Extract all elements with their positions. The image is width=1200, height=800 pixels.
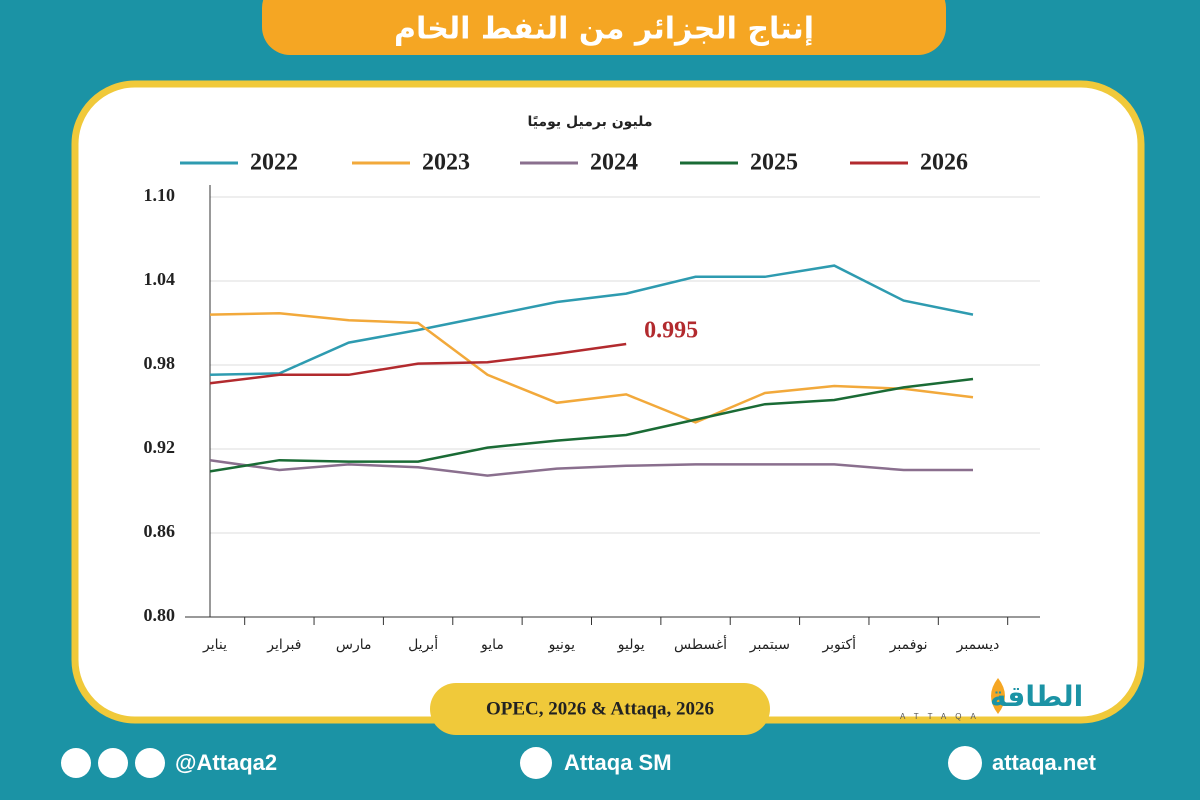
- chart-title: إنتاج الجزائر من النفط الخام: [394, 12, 814, 47]
- legend-label: 2025: [750, 150, 798, 176]
- logo-drop: [991, 678, 1005, 714]
- x-tick-label: فبراير: [266, 637, 301, 653]
- y-tick-label: 1.10: [144, 185, 176, 205]
- x-tick-label: أكتوبر: [821, 635, 856, 653]
- series-line: [209, 458, 973, 477]
- x-tick-label: يوليو: [617, 637, 645, 653]
- legend-label: 2022: [250, 150, 298, 176]
- chart-panel: [71, 80, 1145, 724]
- logo-latin: ATTAQA: [900, 712, 985, 721]
- series-line: [209, 377, 974, 473]
- series-line: [209, 264, 974, 377]
- source: OPEC, 2026 & Attaqa, 2026: [486, 698, 714, 719]
- social-handle: @Attaqa2: [175, 750, 277, 775]
- plot: 1.10 1.04 0.98 0.92 0.86 0.80 يناير فبراير مارس أ…: [144, 150, 1040, 653]
- y-tick-label: 1.04: [144, 269, 176, 289]
- x-icon: [61, 748, 91, 778]
- series-line: [209, 342, 627, 385]
- title-banner: [262, 0, 946, 55]
- x-tick-label: يونيو: [548, 637, 576, 653]
- x-tick-label: مايو: [480, 637, 504, 653]
- series-line: [209, 311, 974, 424]
- youtube-icon: [520, 747, 552, 779]
- legend-label: 2024: [590, 150, 638, 176]
- legend-label: 2026: [920, 150, 968, 176]
- x-tick-label: أبريل: [408, 635, 438, 653]
- y-tick-label: 0.98: [144, 353, 176, 373]
- x-tick-label: مارس: [336, 637, 372, 653]
- source-box: [430, 683, 770, 735]
- legend-label: 2023: [422, 150, 470, 176]
- x-tick-label: ديسمبر: [956, 637, 1000, 653]
- website: attaqa.net: [992, 750, 1097, 775]
- annotation: 0.995: [644, 318, 698, 344]
- y-tick-label: 0.92: [144, 437, 176, 457]
- x-tick-label: نوفمبر: [889, 637, 928, 653]
- x-tick-label: يناير: [202, 637, 227, 653]
- logo-text: الطاقة: [990, 680, 1083, 713]
- instagram-icon: [98, 748, 128, 778]
- x-tick-label: سبتمبر: [749, 637, 790, 653]
- facebook-icon: [135, 748, 165, 778]
- y-axis-label: مليون برميل يوميًا: [527, 114, 652, 130]
- x-tick-label: أغسطس: [674, 635, 727, 653]
- y-tick-label: 0.86: [144, 521, 176, 541]
- footer: @Attaqa2 Attaqa SM attaqa.net: [61, 746, 1097, 780]
- web-icon: [948, 746, 982, 780]
- y-tick-label: 0.80: [144, 605, 176, 625]
- logo: الطاقة ATTAQA: [900, 678, 1083, 721]
- youtube-handle: Attaqa SM: [564, 750, 672, 775]
